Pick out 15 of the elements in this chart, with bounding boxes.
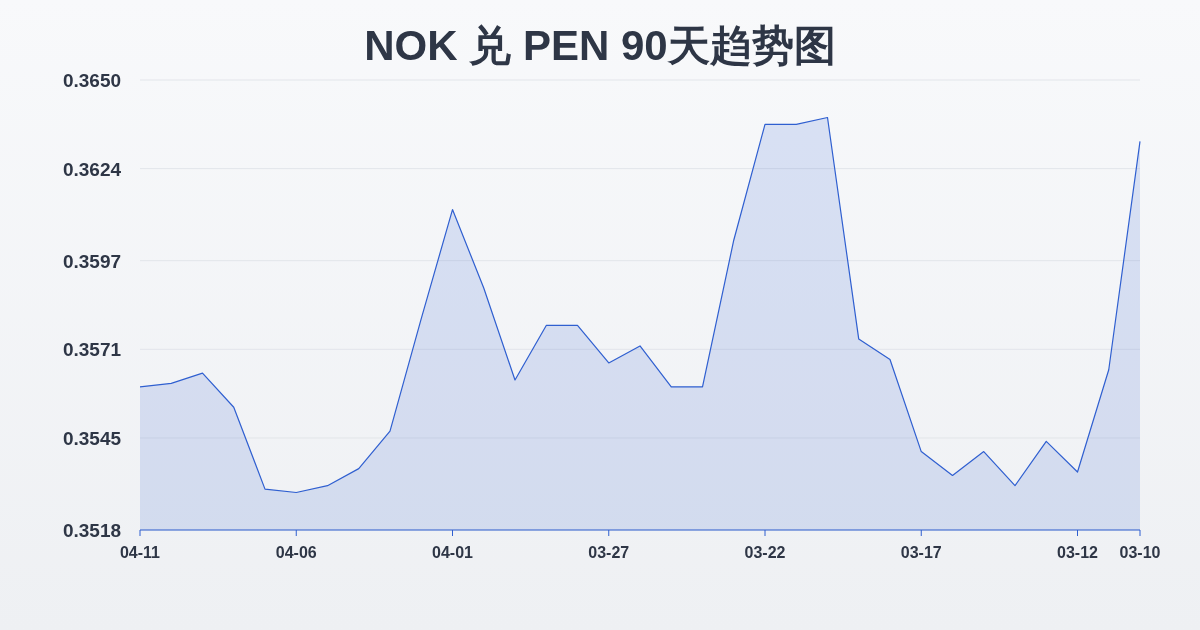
x-tick-label: 04-01 — [432, 544, 474, 561]
x-tick-label: 03-12 — [1057, 544, 1099, 561]
y-tick-label: 0.3571 — [62, 339, 122, 361]
x-tick-label: 03-22 — [744, 544, 786, 561]
chart-title: NOK 兑 PEN 90天趋势图 — [364, 22, 836, 69]
y-tick-label: 0.3545 — [62, 427, 122, 449]
x-tick-label: 04-06 — [275, 544, 317, 561]
y-tick-label: 0.3650 — [62, 70, 122, 91]
x-tick-label: 03-17 — [900, 544, 942, 561]
y-tick-label: 0.3597 — [62, 250, 122, 272]
y-tick-label: 0.3518 — [62, 520, 122, 541]
y-tick-label: 0.3624 — [62, 158, 122, 180]
x-tick-label: 03-10 — [1119, 544, 1161, 561]
x-tick-label: 03-27 — [588, 544, 630, 561]
x-tick-label: 04-11 — [119, 544, 161, 561]
